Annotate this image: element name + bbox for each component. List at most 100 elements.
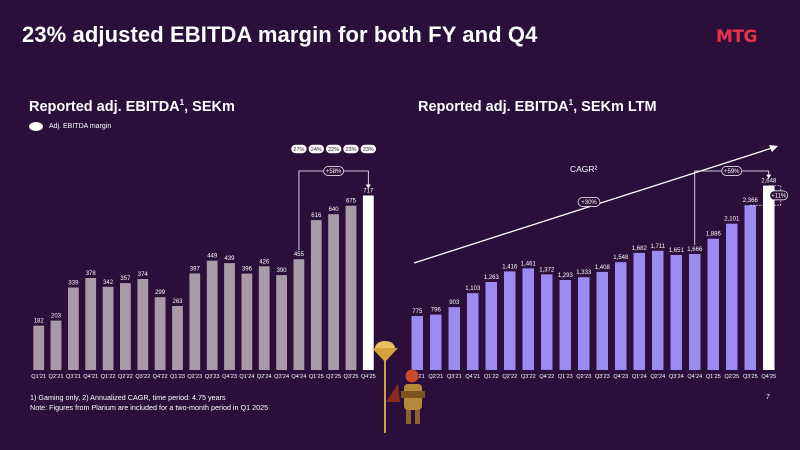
chart2-bar [448, 307, 460, 370]
chart1-tick-label: Q3’23 [205, 374, 220, 380]
legend-label: Adj. EBITDA margin [49, 123, 112, 130]
left-growth-arrowhead [365, 184, 371, 189]
chart1-bar [68, 287, 79, 370]
right-ytd-growth-label-bg [769, 190, 789, 201]
chart2-value-label: 1,711 [651, 244, 666, 250]
chart2-value-label: 2,366 [743, 198, 759, 204]
left-subtitle-text: Reported adj. EBITDA [29, 98, 180, 115]
chart1-bar [172, 306, 183, 370]
chart2-value-label: 1,103 [465, 286, 481, 292]
chart1-bar [293, 259, 305, 370]
chart2-value-label: 1,682 [632, 246, 648, 252]
chart2-bar [541, 274, 553, 370]
chart2-tick-label: Q1’23 [558, 374, 573, 380]
chart2-bar [504, 271, 516, 370]
mascot-leg-right [415, 410, 420, 424]
left-growth-label: +58% [326, 169, 342, 175]
chart1-bar [206, 260, 218, 370]
margin-pill-bg [342, 144, 360, 154]
margin-pill-bg [360, 144, 377, 154]
chart1-tick-label: Q2’22 [118, 374, 133, 380]
chart2-tick-label: Q4’23 [613, 374, 628, 380]
chart1-tick-label: Q1’25 [309, 374, 324, 380]
chart2-value-label: 1,416 [502, 264, 518, 270]
chart2-tick-label: Q1’25 [706, 374, 721, 380]
chart2-tick-label: Q3’21 [447, 374, 462, 380]
chart2-bar [430, 314, 442, 370]
chart1-bar [241, 273, 253, 370]
chart2-value-label: 1,461 [521, 261, 537, 267]
chart1-value-label: 396 [242, 267, 253, 273]
chart1-value-label: 640 [329, 207, 340, 213]
right-subtitle-text: Reported adj. EBITDA [418, 98, 569, 115]
chart1-value-label: 675 [346, 199, 357, 205]
left-subtitle-rest: , SEKm [184, 98, 235, 115]
chart2-tick-label: Q3’24 [669, 374, 684, 380]
chart1-tick-label: Q4’21 [83, 374, 98, 380]
chart2-tick-label: Q2’21 [428, 374, 443, 380]
chart2-bar [726, 223, 738, 370]
margin-pill-bg [307, 144, 325, 154]
chart2-tick-label: Q2’25 [724, 374, 739, 380]
chart1-tick-label: Q2’23 [187, 374, 202, 380]
cagr-title: CAGR² [570, 164, 598, 174]
chart2-value-label: 2,101 [724, 217, 740, 223]
mascot-cape [386, 384, 400, 402]
chart2-value-label: 1,651 [669, 248, 685, 254]
chart1-value-label: 299 [155, 290, 166, 296]
chart2-bar [633, 252, 645, 370]
chart1-tick-label: Q4’24 [291, 374, 306, 380]
chart2-tick-label: Q2’22 [502, 374, 517, 380]
chart1-bar [310, 220, 322, 370]
chart1-value-label: 378 [86, 271, 97, 277]
chart1-tick-label: Q4’25 [361, 374, 376, 380]
legend-marker [29, 122, 43, 131]
cagr-value-label: +30% [581, 200, 597, 206]
chart1-value-label: 390 [277, 268, 288, 274]
cagr-arrowhead [769, 145, 778, 152]
chart1-value-label: 357 [120, 276, 131, 282]
legend: Adj. EBITDA margin [29, 122, 111, 131]
chart2-value-label: 1,666 [687, 247, 703, 253]
page-title: 23% adjusted EBITDA margin for both FY a… [22, 22, 538, 47]
chart2-bar [596, 271, 608, 370]
margin-pill-bg [290, 144, 308, 154]
right-growth-label: +59% [724, 169, 740, 175]
chart1-tick-label: Q2’24 [257, 374, 272, 380]
chart1-tick-label: Q2’25 [326, 374, 341, 380]
chart2-tick-label: Q3’25 [743, 374, 758, 380]
footnote-1: 1) Gaming only, 2) Annualized CAGR, time… [30, 393, 226, 402]
right-growth-arrowhead [766, 174, 772, 179]
chart2-tick-label: Q4’21 [465, 374, 480, 380]
chart1-tick-label: Q3’21 [66, 374, 81, 380]
mascot-staff [384, 353, 386, 433]
chart1-bar [102, 286, 114, 371]
mascot-leg-left [406, 410, 411, 424]
chart1-value-label: 397 [190, 266, 201, 272]
chart2-tick-label: Q4’24 [687, 374, 702, 380]
chart1-value-label: 439 [224, 256, 235, 262]
chart2-value-label: 1,548 [613, 255, 629, 261]
chart2-value-label: 1,293 [558, 273, 574, 279]
chart1-bar [328, 214, 339, 370]
chart1-bar [120, 283, 131, 370]
chart2-value-label: 1,333 [576, 270, 592, 276]
chart2-bar [411, 316, 423, 370]
chart2-bar [652, 250, 664, 370]
chart2-tick-label: Q4’25 [761, 374, 776, 380]
right-ytd-growth-label: +11% [771, 193, 787, 199]
right-chart-subtitle: Reported adj. EBITDA1, SEKm LTM [418, 98, 657, 115]
left-subtitle-sup: 1 [179, 98, 185, 107]
chart1-value-label: 455 [294, 252, 305, 258]
margin-pill: 27% [293, 147, 304, 153]
margin-pill: 22% [328, 147, 339, 153]
mtg-logo: MTG [716, 27, 757, 47]
footnotes: 1) Gaming only, 2) Annualized CAGR, time… [30, 393, 268, 413]
chart1-bar [345, 205, 357, 370]
margin-pill-bg [325, 144, 342, 154]
chart2-bar [689, 254, 701, 370]
right-subtitle-sup: 1 [568, 98, 574, 107]
margin-pill: 23% [363, 147, 374, 153]
chart2-value-label: 1,263 [484, 275, 500, 281]
chart2-bar [670, 255, 682, 370]
